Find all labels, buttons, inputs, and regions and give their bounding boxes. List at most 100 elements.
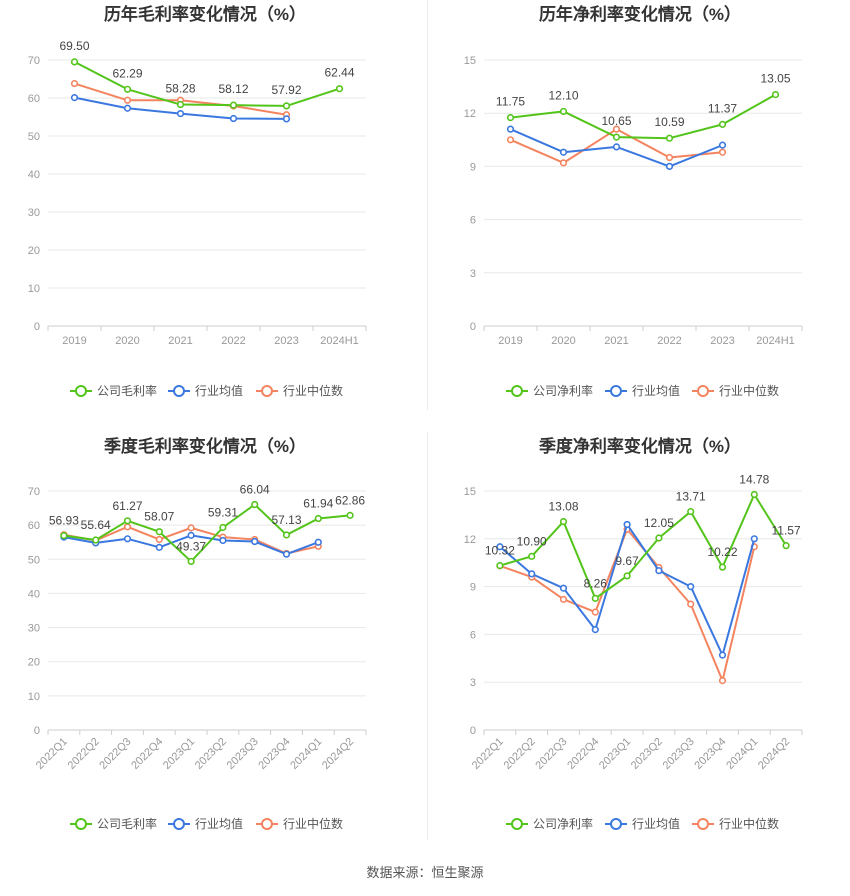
x-tick-label: 2022Q3 [97,736,133,772]
data-label: 58.28 [165,82,195,96]
data-point [771,90,780,99]
data-point [187,524,195,532]
y-tick-label: 6 [470,215,476,227]
series-line-1 [74,61,340,107]
data-point [665,162,674,170]
data-point [718,120,727,128]
x-tick-label: 2022 [657,335,681,347]
y-tick-label: 0 [470,725,476,737]
data-point [750,490,758,499]
data-label: 13.71 [676,490,706,504]
data-point [60,532,68,540]
data-point [528,552,536,560]
x-tick-label: 2020 [551,335,575,347]
y-tick-label: 30 [28,623,40,635]
x-tick-label: 2023Q1 [597,736,633,772]
data-label: 56.93 [49,514,79,528]
data-point [176,109,185,118]
data-point [718,141,727,149]
series-line-1 [510,93,776,140]
y-tick-label: 3 [470,677,476,689]
y-tick-label: 0 [34,725,40,737]
data-point [591,608,599,616]
data-point [591,626,599,634]
x-tick-label: 2023 [710,335,734,347]
data-point [219,523,227,532]
data-label: 10.22 [707,545,737,559]
data-point [782,542,790,550]
y-tick-label: 30 [28,207,40,219]
legend-marker [610,385,622,397]
data-label: 62.86 [335,493,365,507]
data-label: 11.57 [772,524,801,538]
data-point [718,148,727,156]
data-point [282,115,291,123]
data-point [70,79,79,88]
data-point [123,523,132,531]
y-tick-label: 40 [28,588,40,600]
x-tick-label: 2021 [168,335,192,347]
x-tick-label: 2024H1 [756,335,795,347]
legend-marker [610,818,622,830]
data-point [559,517,568,526]
data-point [123,517,132,525]
data-point [155,528,163,536]
data-point [506,125,515,133]
x-tick-label: 2023Q1 [161,736,197,772]
legend-marker [511,818,523,830]
legend-label: 行业均值 [195,816,243,831]
legend-label: 行业均值 [632,383,680,398]
y-tick-label: 12 [464,108,476,120]
x-tick-label: 2023 [274,335,298,347]
data-point [655,534,663,542]
data-point [665,153,674,162]
data-point [282,550,291,558]
data-point [123,96,132,104]
data-point [612,133,621,141]
chart-title: 历年净利率变化情况（%） [539,4,741,24]
y-tick-label: 40 [28,169,40,181]
data-point [665,134,674,142]
data-point [335,85,344,93]
data-point [559,107,568,116]
data-point [506,136,515,144]
y-tick-label: 60 [28,520,40,532]
x-tick-label: 2022Q2 [66,736,102,772]
legend-label: 公司毛利率 [97,383,157,398]
data-label: 10.59 [654,115,684,129]
data-point [176,100,185,109]
series-line-1 [499,493,787,600]
x-tick-label: 2019 [498,335,522,347]
legend-marker [261,385,273,397]
data-point [687,582,695,591]
data-label: 69.50 [59,39,89,53]
legend-marker [511,385,523,397]
data-point [314,514,322,523]
data-point [750,535,758,543]
x-tick-label: 2024Q1 [288,736,324,772]
chart-title: 历年毛利率变化情况（%） [104,4,306,24]
x-tick-label: 2023Q3 [661,736,697,772]
data-point [187,557,195,566]
data-label: 62.29 [112,66,142,80]
data-label: 11.75 [496,95,525,109]
data-point [187,531,195,539]
data-point [123,535,132,543]
legend-marker [173,385,185,397]
data-point [559,148,568,156]
x-tick-label: 2023Q3 [225,736,261,772]
x-tick-label: 2022Q1 [470,736,506,772]
data-point [123,85,132,93]
x-tick-label: 2022Q4 [129,736,165,772]
data-point [251,537,259,546]
data-point [155,543,163,551]
data-point [70,58,79,66]
data-point [251,500,259,509]
data-point [718,563,727,571]
chart-title: 季度毛利率变化情况（%） [104,436,306,456]
legend-label: 行业中位数 [719,383,779,398]
y-tick-label: 70 [28,486,40,498]
x-tick-label: 2020 [115,335,139,347]
data-point [623,572,631,580]
